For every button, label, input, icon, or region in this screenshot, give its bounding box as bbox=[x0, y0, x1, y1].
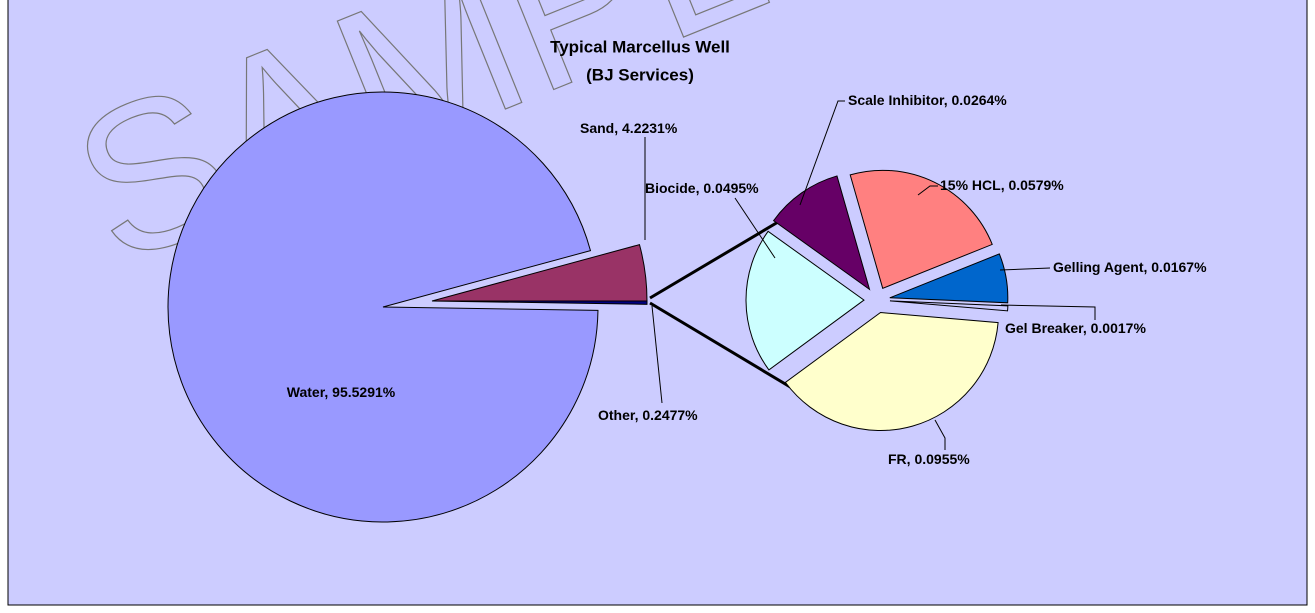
value-label: 0.2477% bbox=[642, 407, 698, 423]
category-name: 15% HCL bbox=[940, 177, 1001, 193]
data-label: Gelling Agent, 0.0167% bbox=[1053, 259, 1207, 275]
value-label: 4.2231% bbox=[622, 120, 678, 136]
value-label: 0.0955% bbox=[914, 451, 970, 467]
value-label: 95.5291% bbox=[332, 384, 396, 400]
category-name: FR bbox=[888, 451, 907, 467]
pie-slice bbox=[784, 311, 999, 431]
category-name: Sand bbox=[580, 120, 614, 136]
data-label: Scale Inhibitor, 0.0264% bbox=[848, 92, 1007, 108]
leader-line bbox=[799, 100, 845, 206]
leader-line bbox=[917, 185, 938, 196]
chart-subtitle: (BJ Services) bbox=[586, 65, 694, 84]
pie-slice bbox=[849, 169, 993, 289]
category-name: Scale Inhibitor bbox=[848, 92, 945, 108]
value-label: 0.0167% bbox=[1151, 259, 1207, 275]
pie-slice bbox=[167, 91, 599, 523]
data-label: Gel Breaker, 0.0017% bbox=[1005, 320, 1146, 336]
value-label: 0.0579% bbox=[1008, 177, 1064, 193]
pie-slice bbox=[745, 230, 865, 371]
pie-slice bbox=[889, 300, 1009, 312]
value-label: 0.0495% bbox=[703, 180, 759, 196]
data-label: Biocide, 0.0495% bbox=[645, 180, 759, 196]
data-label: Water, 95.5291% bbox=[287, 384, 396, 400]
category-name: Gel Breaker bbox=[1005, 320, 1084, 336]
leader-line bbox=[999, 267, 1051, 271]
category-name: Water bbox=[287, 384, 326, 400]
value-label: 0.0017% bbox=[1091, 320, 1147, 336]
pie-slice bbox=[431, 300, 648, 305]
category-name: Other bbox=[598, 407, 636, 423]
leader-line bbox=[734, 197, 776, 259]
data-label: 15% HCL, 0.0579% bbox=[940, 177, 1064, 193]
chart-title: Typical Marcellus Well bbox=[550, 37, 730, 56]
category-name: Biocide bbox=[645, 180, 696, 196]
data-label: FR, 0.0955% bbox=[888, 451, 970, 467]
pie-slice bbox=[889, 253, 1009, 304]
value-label: 0.0264% bbox=[951, 92, 1007, 108]
pie-slice bbox=[772, 175, 871, 291]
leader-line bbox=[1000, 304, 1096, 320]
category-name: Gelling Agent bbox=[1053, 259, 1144, 275]
data-label: Sand, 4.2231% bbox=[580, 120, 678, 136]
data-label: Other, 0.2477% bbox=[598, 407, 698, 423]
leader-line bbox=[651, 305, 663, 404]
leader-line bbox=[934, 419, 946, 450]
